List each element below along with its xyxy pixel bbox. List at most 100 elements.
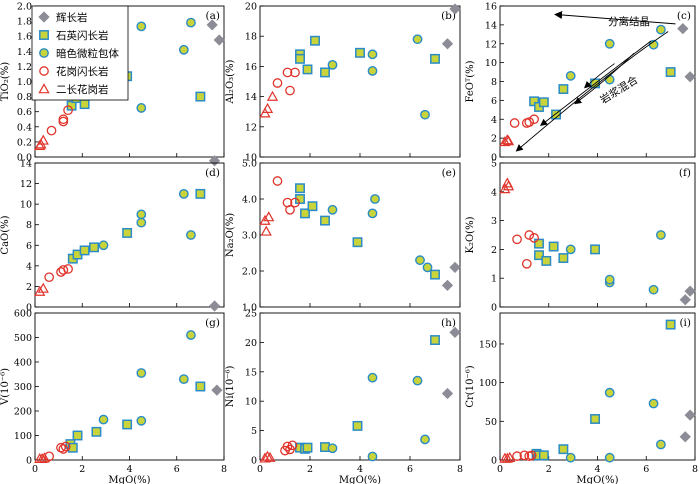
x-tick-label: 0 [497,464,503,475]
y-tick-label: 10 [485,58,497,69]
legend-label-quartz-diorite: 石英闪长岩 [56,29,109,42]
legend-marker-enclave [39,48,49,58]
data-point-quartz-diorite [122,227,133,238]
y-tick-label: 0 [491,456,497,467]
y-tick-label: 2 [26,282,32,293]
y-tick-label: 0 [251,456,257,467]
annotation-magma-mixing: 岩浆混合 [598,73,641,107]
data-point-enclave [186,230,196,240]
data-point-enclave [367,49,378,60]
y-tick-label: 10 [245,397,257,408]
data-point-enclave [178,374,189,385]
y-tick-label: 8 [491,77,497,88]
data-point-enclave [604,38,615,49]
data-point-enclave [327,443,338,454]
y-tick-label: 1.6 [17,32,32,43]
magma-mixing-arrow [540,40,652,127]
data-point-granodiorite [63,264,73,274]
data-point-quartz-diorite [590,414,601,424]
data-point-quartz-diorite [665,67,676,78]
data-point-quartz-diorite [67,442,78,453]
y-axis-label: FeOᵀ(%) [465,60,476,102]
y-tick-label: 0 [491,153,497,164]
data-point-enclave [98,240,109,251]
data-point-gabbro [449,261,461,274]
data-point-granodiorite [44,272,55,283]
x-tick-label: 2 [79,464,85,475]
data-point-gabbro [679,431,691,443]
data-point-gabbro [677,23,689,35]
y-tick-label: 16 [245,62,257,73]
magma-mixing-arrow [515,31,669,152]
data-point-gabbro [449,3,461,15]
y-axis-label: CaO(%) [0,215,11,254]
y-tick-label: 5 [491,159,497,170]
data-point-quartz-diorite [195,381,206,392]
data-point-quartz-diorite [538,97,549,108]
data-point-granodiorite [526,450,537,461]
data-point-enclave [136,368,147,378]
data-point-enclave [178,44,189,55]
y-tick-label: 1.0 [17,77,32,88]
panel-i: 0 50 100 150 0 2 4 6 8 MgO(%) Cr(10⁻⁶) (i) [465,312,698,484]
data-point-monzogranite [261,450,274,461]
data-point-quartz-diorite [538,450,549,461]
data-point-granodiorite [524,117,535,127]
data-point-quartz-diorite [72,430,83,441]
data-point-monzogranite [502,135,515,146]
data-point-quartz-diorite [320,67,330,78]
data-point-granodiorite [521,258,532,269]
data-point-monzogranite [264,451,276,462]
y-tick-label: 4 [26,261,32,272]
magma-mixing-arrow [583,63,615,89]
data-point-gabbro [449,326,461,339]
y-tick-label: 4 [491,115,497,126]
y-tick-label: 0 [26,303,32,314]
y-axis-label: V(10⁻⁶) [0,368,11,406]
annotations-panel-c: 分离结晶 岩浆混合 [598,15,650,107]
data-point-monzogranite [34,285,46,296]
y-tick-label: 0.2 [17,137,32,148]
y-tick-label: 3.0 [242,231,257,242]
data-point-monzogranite [263,211,275,222]
panel-e: 1.0 2.0 3.0 4.0 5.0 Na₂O(%) (e) [225,159,461,314]
data-point-monzogranite [502,180,515,191]
legend-marker-gabbro [38,11,50,23]
data-point-quartz-diorite [295,53,305,64]
data-point-enclave [327,204,338,215]
data-point-quartz-diorite [122,419,133,430]
data-point-quartz-diorite [430,53,440,64]
data-point-enclave [136,21,147,32]
data-point-enclave [648,398,659,409]
y-tick-label: 5 [251,426,257,437]
x-tick-label: 6 [643,464,649,475]
x-tick-label: 4 [126,464,132,475]
data-point-granodiorite [285,204,295,215]
legend-marker-granodiorite [39,66,49,76]
data-point-enclave [412,375,423,386]
data-point-monzogranite [37,134,49,145]
panel-d: 0 2 4 6 8 10 12 14 CaO(%) (d) [0,159,225,314]
y-axis-label: TiO₂(%) [0,62,11,101]
x-axis-label: MgO(%) [339,475,381,484]
panel-label: (f) [679,167,691,179]
data-point-monzogranite [501,452,513,463]
data-point-monzogranite [38,452,51,463]
panel-label: (a) [206,10,220,22]
data-point-enclave [367,66,378,76]
plot-frame [259,5,461,158]
data-point-monzogranite [37,282,49,293]
y-tick-label: 4.0 [242,195,257,206]
data-point-enclave [98,414,109,425]
x-tick-label: 2 [546,464,552,475]
y-tick-label: 1.2 [17,62,32,73]
data-point-quartz-diorite [310,35,320,46]
y-tick-label: 4 [491,187,497,198]
y-tick-label: 0.0 [17,153,32,164]
x-tick-label: 8 [692,464,698,475]
data-point-monzogranite [504,451,516,462]
legend-label-granodiorite: 花岗闪长岩 [56,65,109,78]
x-axis-label: MgO(%) [108,475,150,484]
panel-label: (d) [205,167,220,179]
